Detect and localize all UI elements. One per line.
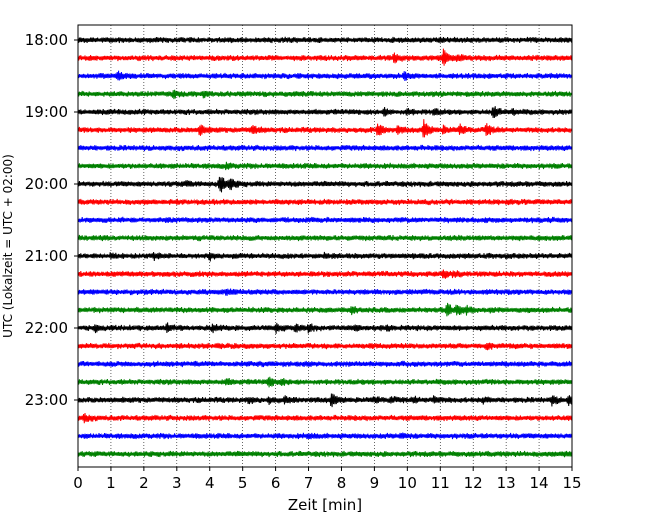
trace-row-2 — [77, 70, 572, 82]
y-tick-label-4: 22:00 — [25, 319, 68, 337]
trace-row-14 — [77, 288, 572, 296]
trace-row-15 — [77, 302, 572, 317]
y-tick-label-5: 23:00 — [25, 391, 68, 409]
trace-row-9 — [77, 198, 572, 206]
trace-row-17 — [77, 342, 572, 351]
x-tick-label-10: 10 — [398, 474, 417, 492]
x-axis-label: Zeit [min] — [288, 496, 362, 514]
trace-row-16 — [77, 322, 572, 334]
trace-row-20 — [77, 393, 572, 408]
trace-row-8 — [77, 176, 572, 193]
x-axis-ticks: 0 1 2 3 4 5 6 7 8 9 10 11 12 13 14 15 — [73, 467, 582, 492]
trace-row-3 — [77, 89, 572, 100]
seismogram-traces — [77, 36, 572, 458]
x-tick-label-12: 12 — [464, 474, 483, 492]
trace-row-19 — [77, 376, 572, 388]
x-tick-label-13: 13 — [497, 474, 516, 492]
x-tick-label-6: 6 — [271, 474, 281, 492]
trace-row-23 — [77, 450, 572, 458]
x-tick-label-14: 14 — [530, 474, 549, 492]
trace-row-5 — [77, 119, 572, 138]
trace-row-12 — [77, 251, 572, 262]
x-tick-label-4: 4 — [205, 474, 215, 492]
x-tick-label-15: 15 — [562, 474, 581, 492]
y-tick-label-2: 20:00 — [25, 175, 68, 193]
trace-row-1 — [77, 48, 572, 66]
trace-row-7 — [77, 161, 572, 171]
trace-row-18 — [77, 360, 572, 368]
x-tick-label-7: 7 — [304, 474, 314, 492]
x-tick-label-5: 5 — [238, 474, 248, 492]
x-tick-label-1: 1 — [106, 474, 116, 492]
x-tick-label-9: 9 — [370, 474, 380, 492]
trace-row-6 — [77, 144, 572, 152]
x-tick-label-0: 0 — [73, 474, 83, 492]
trace-row-22 — [77, 432, 572, 440]
x-tick-label-3: 3 — [172, 474, 182, 492]
y-axis-label: UTC (Lokalzeit = UTC + 02:00) — [1, 154, 15, 338]
x-tick-label-2: 2 — [139, 474, 149, 492]
y-tick-label-0: 18:00 — [25, 31, 68, 49]
x-tick-label-11: 11 — [431, 474, 450, 492]
trace-row-21 — [77, 412, 572, 424]
trace-row-4 — [77, 106, 572, 119]
y-axis-ticks: 18:00 19:00 20:00 21:00 22:00 23:00 — [25, 31, 78, 409]
trace-row-0 — [77, 36, 572, 44]
trace-row-10 — [77, 216, 572, 224]
trace-row-13 — [77, 269, 572, 279]
y-tick-label-3: 21:00 — [25, 247, 68, 265]
x-tick-label-8: 8 — [337, 474, 347, 492]
y-tick-label-1: 19:00 — [25, 103, 68, 121]
plot-frame — [77, 24, 573, 468]
trace-row-11 — [77, 234, 572, 242]
